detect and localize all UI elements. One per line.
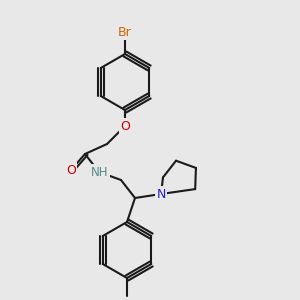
Text: NH: NH [91, 166, 109, 178]
Text: Br: Br [118, 26, 132, 38]
Text: O: O [66, 164, 76, 176]
Text: N: N [156, 188, 166, 200]
Text: O: O [120, 119, 130, 133]
